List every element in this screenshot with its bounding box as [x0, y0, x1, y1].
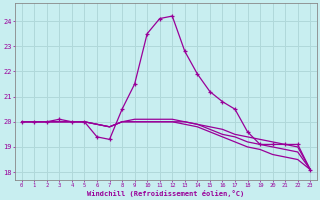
X-axis label: Windchill (Refroidissement éolien,°C): Windchill (Refroidissement éolien,°C) [87, 190, 244, 197]
